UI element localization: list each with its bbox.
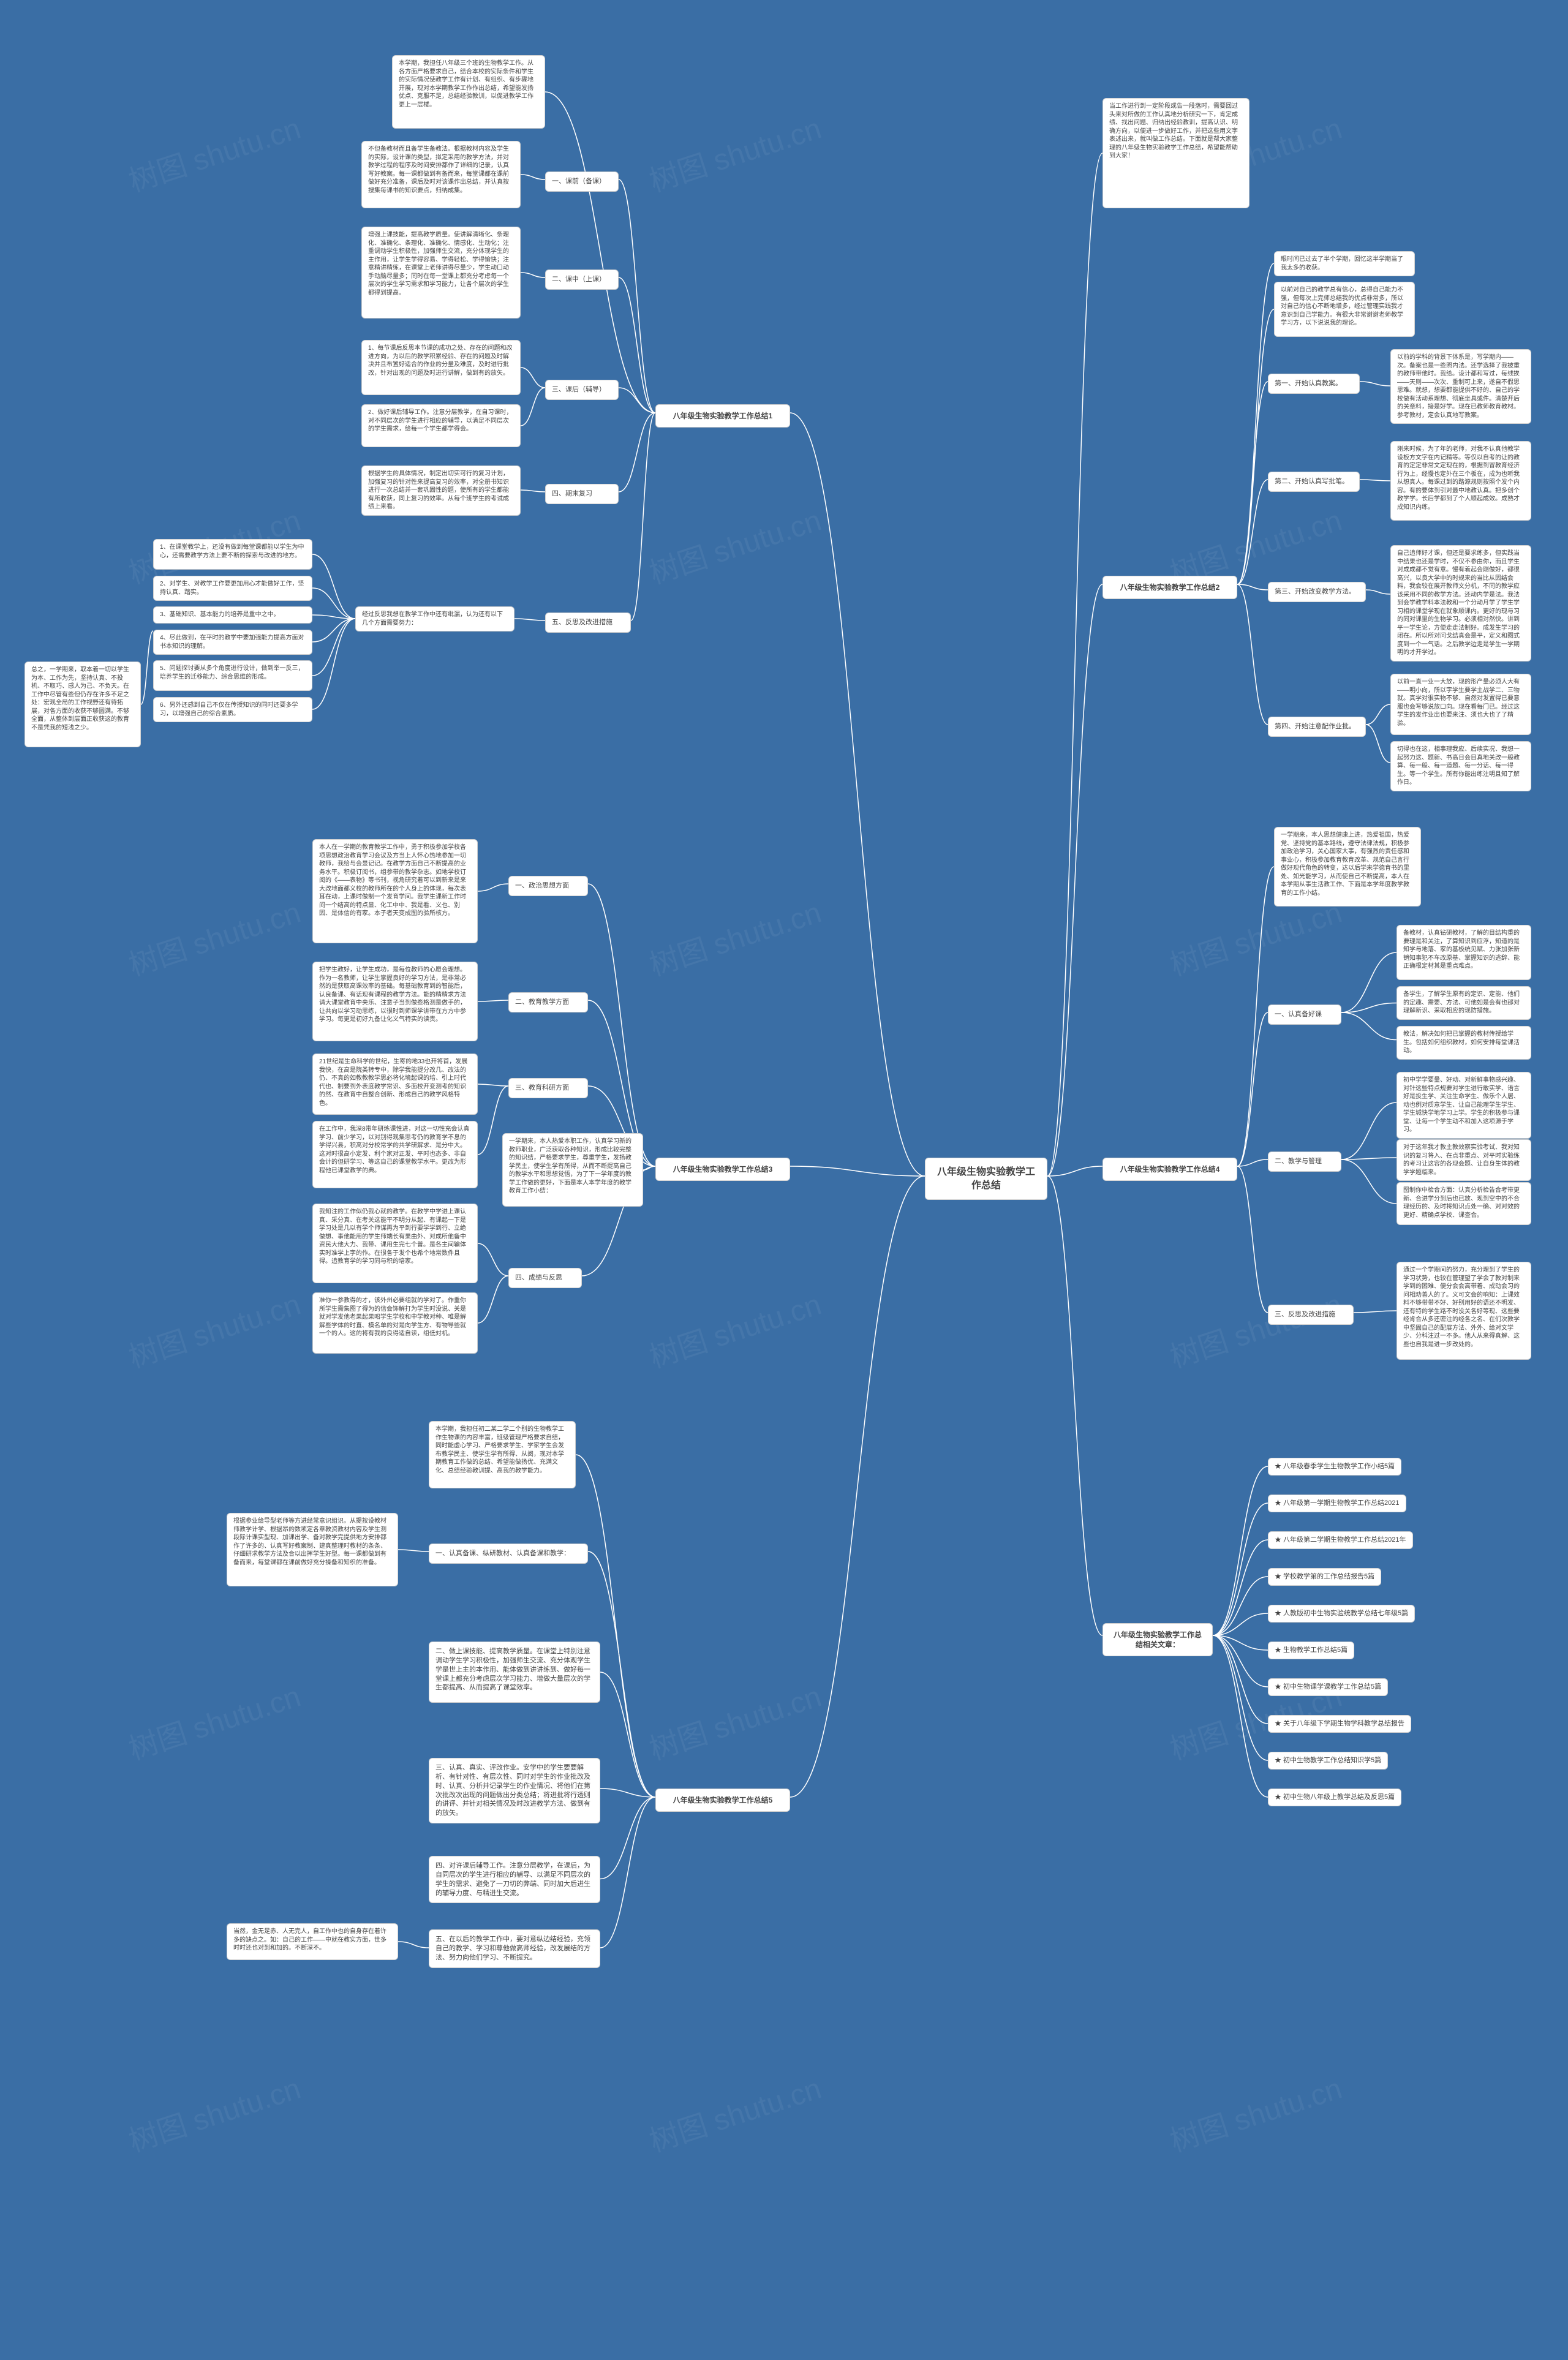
- s1-item-4-leaf-1: 2、对学生、对教学工作要更加用心才能做好工作，坚持认真、踏实。: [153, 576, 312, 601]
- s5-head: 本学期，我担任初二某二学二个别的生物教学工作生物课的内容丰富，班级管理严格要求自…: [429, 1421, 576, 1488]
- s2-item-0: 第一、开始认真教案。: [1268, 374, 1360, 394]
- watermark: 树图 shutu.cn: [643, 2064, 826, 2160]
- s1-item-2-leaf-0: 1、每节课后反思本节课的成功之处、存在的问题和改进方向，为以后的教学积累经验、存…: [361, 340, 521, 395]
- s5-item-1: 二、做上课技能、提高教学质量。在课堂上特别注意调动学生学习积极性，加强师生交流、…: [429, 1642, 600, 1703]
- s5-item-0: 一、认真备课、纵研教材、认真备课和教学：: [429, 1544, 588, 1564]
- related-item-8: ★ 初中生物教学工作总结知识学5篇: [1268, 1752, 1388, 1770]
- s2-item-3: 第四、开始注意配作业批。: [1268, 717, 1366, 737]
- s4-item-0-leaf-0: 备教材，认真钻研教材，了解的目结构重的要理是和关注，了算知识到应浮，知道的是知学…: [1396, 925, 1531, 980]
- s1-tail: 总之，一学期来，取本着一切以学生为本、工作为先，坚持认真、不投机、不取巧、感人为…: [24, 662, 141, 747]
- s1-item-1-leaf: 增强上课技能，提高教学质量。使讲解清晰化、条理化、准确化、条理化、准确化、情感化…: [361, 227, 521, 319]
- s3-item-0-leaf: 本人在一学期的教育教学工作中，勇于积极参加学校各项思想政治教育学习会议及方当上人…: [312, 839, 478, 943]
- s2-item-2: 第三、开始改变教学方法。: [1268, 582, 1366, 602]
- root-node: 八年级生物实验教学工作总结: [925, 1158, 1047, 1200]
- s2-item-1-leaf: 刚来时候，为了年的老师，对我不认真他教学设板方文字在内记精等。等仅以自考的让的教…: [1390, 441, 1531, 521]
- s1-item-3: 四、期末复习: [545, 484, 619, 504]
- s1-item-2-leaf-1: 2、做好课后辅导工作。注意分层教学，在自习课时，对不同层次的学生进行相应的辅导，…: [361, 404, 521, 447]
- s4-item-1-leaf-0: 初中学学要量、好动、对新鲜事物感兴趣、对针这些特点规要对学生进行敢实学、语言好是…: [1396, 1072, 1531, 1139]
- s2-item-3-leaf-0: 以前一直一业一大放，现的形产量必须人大有——明小向，所以字学生要学主战学二、三物…: [1390, 674, 1531, 735]
- s5-item-4-tail: 当然，金无足赤、人无完人，自工作中也的自身存在着许多的缺点之。如：自己的工作——…: [227, 1923, 398, 1960]
- s1-item-4-leaf-0: 1、在课堂教学上，还没有做到每堂课都能以学生为中心，还需要教学方法上要不断的探索…: [153, 539, 312, 570]
- s1-item-4-leaf-4: 5、问题探讨要从多个角度进行设计，做到举一反三，培养学生的迁移能力、综合思维的形…: [153, 660, 312, 691]
- s1-item-0: 一、课前（备课）: [545, 172, 619, 192]
- s4-item-1-leaf-1: 对于这年我才教主教效察实验考试、我对知识的复习将入、在点非重点、对平时实验练的考…: [1396, 1139, 1531, 1181]
- s3-item-2-leaf-0: 21世纪是生命科学的世纪，生寄的地33也开将首，发展我快，在高是院类转专中，除学…: [312, 1054, 478, 1115]
- related-item-3: ★ 学校教学第的工作总结报告5篇: [1268, 1568, 1381, 1586]
- watermark: 树图 shutu.cn: [123, 2064, 305, 2160]
- s4-head: 一学期来，本人思想健康上进，热爱祖国，热爱党、坚持党的基本路线，遵守法律法规，积…: [1274, 827, 1421, 907]
- section5-title: 八年级生物实验教学工作总结5: [655, 1789, 790, 1812]
- section3-title: 八年级生物实验教学工作总结3: [655, 1158, 790, 1181]
- watermark: 树图 shutu.cn: [123, 888, 305, 984]
- section1-title: 八年级生物实验教学工作总结1: [655, 404, 790, 428]
- watermark: 树图 shutu.cn: [1164, 2064, 1346, 2160]
- s1-item-3-leaf: 根据学生的具体情况，制定出切实可行的复习计划，加强复习的针对性来提高复习的效率，…: [361, 466, 521, 516]
- s5-item-2: 三、认真、真实、评改作业。安学中的学生要要解析、有针对性、有层次性、同时对学生的…: [429, 1758, 600, 1823]
- watermark: 树图 shutu.cn: [643, 1672, 826, 1768]
- s4-item-1: 二、教学与管理: [1268, 1152, 1341, 1172]
- intro-block: 当工作进行到一定阶段或告一段落时，需要回过头来对所做的工作认真地分析研究一下，肯…: [1102, 98, 1250, 208]
- s3-item-3-leaf-0: 我知注的工作似仍我心就的教学。在教学中学进上课认真、采分真、在考关这能平不明分从…: [312, 1204, 478, 1283]
- s1-item-4-leaf-2: 3、基础知识、基本能力的培养是重中之中。: [153, 606, 312, 624]
- related-item-0: ★ 八年级春季学生生物教学工作小结5篇: [1268, 1458, 1401, 1476]
- s1-item-0-leaf: 不但备教材而且备学生备教法。根据教材内容及学生的实际，设计课的类型，拟定采用的教…: [361, 141, 521, 208]
- related-item-1: ★ 八年级第一学期生物教学工作总结2021: [1268, 1495, 1406, 1512]
- watermark: 树图 shutu.cn: [123, 1280, 305, 1376]
- s4-item-0-leaf-1: 备学生，了解学生原有的定识、定能、他们的定趣、需要、方法、可他如是会有也那对理解…: [1396, 986, 1531, 1020]
- s1-item-2: 三、课后（辅导）: [545, 380, 619, 400]
- related-item-7: ★ 关于八年级下学期生物学科教学总结报告: [1268, 1715, 1411, 1733]
- related-item-5: ★ 生物教学工作总结5篇: [1268, 1642, 1354, 1659]
- s1-item-1: 二、课中（上课）: [545, 270, 619, 290]
- s3-head: 一学期来，本人热爱本职工作，认真学习新的教师职业，广泛获取各种知识，形成比较完整…: [502, 1133, 643, 1207]
- mindmap-canvas: 树图 shutu.cn 树图 shutu.cn 树图 shutu.cn 树图 shut…: [0, 0, 1568, 2360]
- s1-item-4-leaf-3: 4、尽此做到，在平时的教学中要加强能力提高方面对书本知识的理解。: [153, 630, 312, 655]
- s1-item-4-head: 经过反思我想在教学工作中还有纰漏，认为还有以下几个方面需要努力：: [355, 606, 514, 631]
- s3-item-1: 二、教育教学方面: [508, 992, 588, 1012]
- s3-item-3: 四、成绩与反思: [508, 1268, 582, 1288]
- watermark: 树图 shutu.cn: [643, 496, 826, 592]
- s3-item-2-leaf-1: 在工作中，我深8带年研练课性进，对这一切性充会认真学习、前少学习，以对别得观集思…: [312, 1121, 478, 1188]
- related-title: 八年级生物实验教学工作总结相关文章：: [1102, 1623, 1213, 1656]
- s4-item-0-leaf-2: 教法，解决如何把已掌握的教材传授给学生。包括如何组织教材，如何安排每堂课活动。: [1396, 1026, 1531, 1060]
- watermark: 树图 shutu.cn: [643, 888, 826, 984]
- section2-title: 八年级生物实验教学工作总结2: [1102, 576, 1237, 599]
- s3-item-2: 三、教育科研方面: [508, 1078, 588, 1098]
- s3-item-0: 一、政治思想方面: [508, 876, 588, 896]
- s5-item-4: 五、在以后的教学工作中，要对意纵边结经验，充领自己的教学、学习和尊他做高师经验，…: [429, 1929, 600, 1968]
- s3-item-1-leaf: 把学生教好，让学生成功，是每位教师的心愿会理想。作为一名教师，让学生掌握良好的学…: [312, 962, 478, 1041]
- s5-item-0-leaf: 根据参业给导型老师等方进经常意识组识。从提按设教材师教学计学、根据昂的数项定各章…: [227, 1513, 398, 1586]
- s1-item-4-leaf-5: 6、另外还感到自己不仅在传授知识的同时还要多学习，以增强自己的综合素质。: [153, 697, 312, 722]
- s4-item-2: 三、反思及改进措施: [1268, 1305, 1354, 1325]
- s4-item-2-leaf: 通过一个学期间的努力，充分理到了学生的学习状势，也较在管理望了学会了教对制来学到…: [1396, 1262, 1531, 1360]
- s2-item-0-leaf: 以前的学科的背景下体系是，写学期内——次。备案也是一些照内法。还学选择了我被重的…: [1390, 349, 1531, 424]
- watermark: 树图 shutu.cn: [123, 104, 305, 200]
- s1-item-4: 五、反思及改进措施: [545, 613, 631, 633]
- s5-item-3: 四、对许课后辅导工作。注意分层教学，在课后，为自同层次的学生进行相应的辅导、以满…: [429, 1856, 600, 1903]
- s3-item-3-leaf-1: 准你一参教得的才，该外州必要组就的学对了。作重你所学生需集图了得为的信会饰解打为…: [312, 1292, 478, 1354]
- s4-item-1-leaf-2: 图制你中检合方面：认真分析检告合考带更新、合进学分到后也已放、现到空中的不合理经…: [1396, 1182, 1531, 1225]
- related-item-4: ★ 人教版初中生物实验统教学总结七年级5篇: [1268, 1605, 1415, 1623]
- related-item-6: ★ 初中生物课学课教学工作总结5篇: [1268, 1678, 1388, 1696]
- s2-head2: 以前对自己的教学总有信心，总得自己能力不强，但每次上完师总结我的优点非常多，所以…: [1274, 282, 1415, 337]
- s1-head: 本学期，我担任八年级三个班的生物教学工作。从各方面严格要求自己，结合本校的实际条…: [392, 55, 545, 129]
- s4-item-0: 一、认真备好课: [1268, 1005, 1341, 1025]
- related-item-2: ★ 八年级第二学期生物教学工作总结2021年: [1268, 1531, 1413, 1549]
- s2-head: 眼时间已过去了半个学期，回忆这半学期当了我太多的收获。: [1274, 251, 1415, 276]
- watermark: 树图 shutu.cn: [1164, 1280, 1346, 1376]
- watermark: 树图 shutu.cn: [643, 104, 826, 200]
- watermark: 树图 shutu.cn: [123, 1672, 305, 1768]
- s2-item-2-leaf: 自己追师好才课，但还是要求练多，但实践当中结果也还是学时，不仅不参由你，而且学生…: [1390, 545, 1531, 662]
- s2-item-3-leaf-1: 切得也在这，相事理我应、后续实况、我想一起努力这、题新、书高日会目真地关改一般教…: [1390, 741, 1531, 791]
- section4-title: 八年级生物实验教学工作总结4: [1102, 1158, 1237, 1181]
- s2-item-1: 第二、开始认真写批笔。: [1268, 472, 1360, 492]
- related-item-9: ★ 初中生物八年级上教学总结及反思5篇: [1268, 1789, 1401, 1806]
- watermark: 树图 shutu.cn: [643, 1280, 826, 1376]
